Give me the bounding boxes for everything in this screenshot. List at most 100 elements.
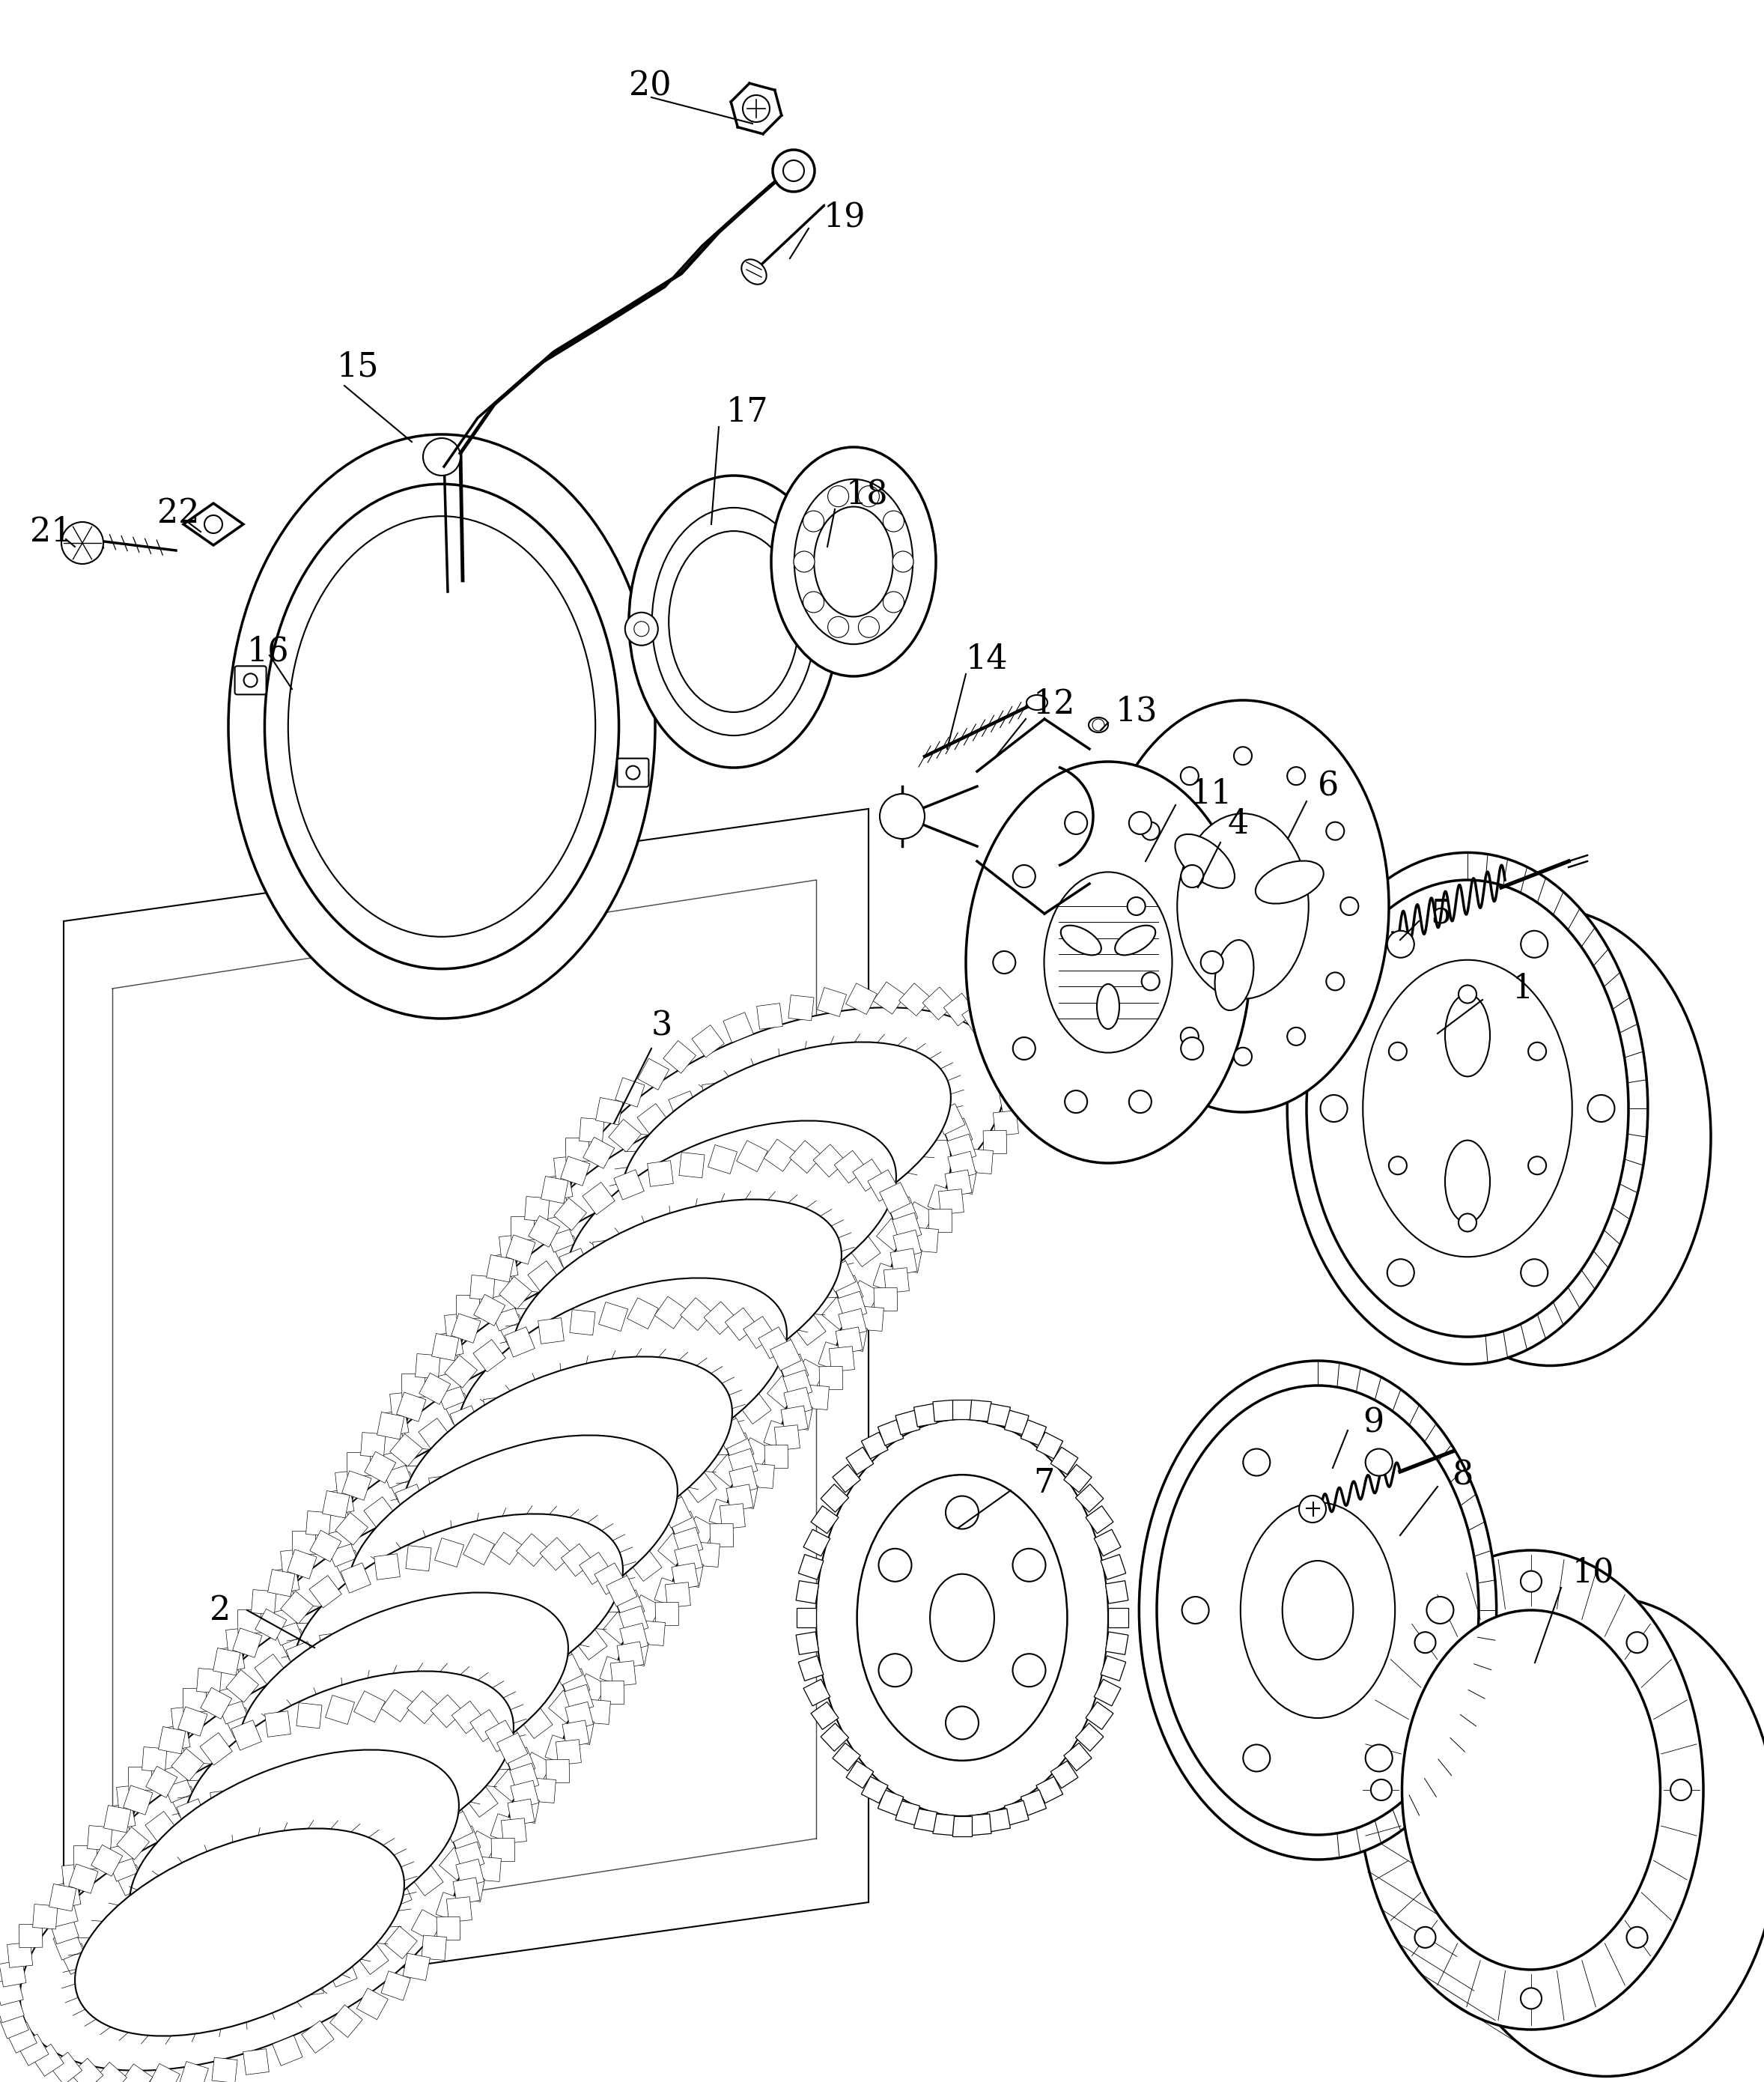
Polygon shape — [377, 1443, 407, 1472]
Polygon shape — [794, 1360, 826, 1391]
Ellipse shape — [402, 1357, 732, 1564]
Polygon shape — [296, 1703, 323, 1728]
Polygon shape — [637, 1103, 670, 1137]
Polygon shape — [633, 1474, 667, 1505]
Polygon shape — [367, 1670, 400, 1701]
Circle shape — [243, 675, 258, 687]
Polygon shape — [490, 1251, 519, 1278]
Polygon shape — [469, 1709, 503, 1743]
Circle shape — [946, 1707, 979, 1738]
Ellipse shape — [1097, 985, 1120, 1029]
Polygon shape — [564, 1701, 593, 1730]
Polygon shape — [983, 1131, 1007, 1153]
Polygon shape — [545, 1759, 570, 1782]
Text: 1: 1 — [1512, 972, 1533, 1006]
Polygon shape — [542, 1345, 573, 1376]
Polygon shape — [626, 1376, 658, 1410]
Ellipse shape — [1307, 881, 1628, 1337]
Polygon shape — [69, 1863, 99, 1893]
Polygon shape — [949, 1166, 977, 1195]
Polygon shape — [62, 1863, 88, 1888]
Ellipse shape — [621, 1043, 951, 1249]
Ellipse shape — [566, 1120, 896, 1328]
Polygon shape — [104, 1974, 138, 2007]
Polygon shape — [545, 1643, 575, 1672]
Polygon shape — [893, 1212, 921, 1243]
Polygon shape — [1051, 1447, 1078, 1474]
Polygon shape — [896, 1410, 919, 1434]
Polygon shape — [462, 1734, 487, 1759]
Circle shape — [1588, 1095, 1614, 1122]
Polygon shape — [86, 1826, 113, 1851]
Polygon shape — [402, 1953, 430, 1980]
Polygon shape — [538, 1318, 564, 1343]
Polygon shape — [377, 1412, 404, 1439]
Polygon shape — [1101, 1555, 1125, 1580]
Polygon shape — [430, 1799, 462, 1830]
Polygon shape — [182, 1799, 213, 1830]
Polygon shape — [811, 1505, 838, 1534]
Polygon shape — [818, 1249, 848, 1278]
Polygon shape — [1021, 1420, 1046, 1445]
Circle shape — [946, 1497, 979, 1528]
Polygon shape — [552, 1653, 582, 1684]
Circle shape — [1129, 1091, 1152, 1114]
Polygon shape — [771, 1339, 801, 1370]
Polygon shape — [406, 1545, 432, 1572]
Polygon shape — [600, 1657, 630, 1686]
Text: 2: 2 — [210, 1595, 231, 1626]
Polygon shape — [750, 1464, 774, 1489]
Polygon shape — [543, 1380, 573, 1410]
Polygon shape — [780, 1228, 811, 1262]
Polygon shape — [833, 1276, 863, 1305]
Circle shape — [1521, 1988, 1542, 2009]
Polygon shape — [180, 1901, 212, 1934]
Polygon shape — [399, 1586, 430, 1620]
Polygon shape — [445, 1314, 469, 1339]
Polygon shape — [845, 983, 877, 1014]
Ellipse shape — [630, 475, 838, 768]
Polygon shape — [626, 1499, 651, 1524]
Polygon shape — [923, 987, 956, 1020]
Polygon shape — [834, 1151, 866, 1183]
Polygon shape — [561, 1156, 589, 1187]
Polygon shape — [997, 1039, 1027, 1070]
Polygon shape — [288, 1549, 318, 1578]
Polygon shape — [695, 1543, 720, 1568]
Polygon shape — [455, 1405, 485, 1437]
Polygon shape — [836, 1326, 863, 1353]
Polygon shape — [593, 1239, 619, 1266]
Polygon shape — [226, 1628, 250, 1653]
Polygon shape — [49, 1884, 76, 1911]
Polygon shape — [326, 1537, 356, 1568]
Polygon shape — [476, 1857, 501, 1882]
Polygon shape — [18, 2034, 49, 2065]
Polygon shape — [953, 1816, 972, 1836]
Polygon shape — [432, 1347, 460, 1376]
Circle shape — [1459, 985, 1476, 1004]
Ellipse shape — [930, 1574, 995, 1661]
Polygon shape — [1064, 1464, 1092, 1493]
Polygon shape — [108, 1851, 138, 1882]
Polygon shape — [224, 1707, 256, 1738]
Polygon shape — [559, 1668, 589, 1699]
Polygon shape — [946, 1170, 972, 1197]
Polygon shape — [970, 1399, 991, 1422]
Polygon shape — [709, 1218, 741, 1249]
Polygon shape — [545, 1453, 577, 1487]
Polygon shape — [764, 1139, 796, 1172]
Polygon shape — [653, 1224, 683, 1253]
Polygon shape — [829, 1347, 854, 1372]
Polygon shape — [159, 1757, 189, 1786]
Ellipse shape — [402, 1243, 841, 1520]
Polygon shape — [490, 1838, 515, 1861]
Polygon shape — [353, 1770, 385, 1803]
Polygon shape — [654, 1484, 684, 1516]
Polygon shape — [672, 1564, 699, 1591]
Polygon shape — [339, 1749, 370, 1782]
Ellipse shape — [967, 762, 1251, 1164]
Polygon shape — [60, 1943, 92, 1974]
Circle shape — [1013, 1037, 1035, 1060]
Polygon shape — [250, 1730, 282, 1761]
Polygon shape — [1021, 1791, 1046, 1816]
